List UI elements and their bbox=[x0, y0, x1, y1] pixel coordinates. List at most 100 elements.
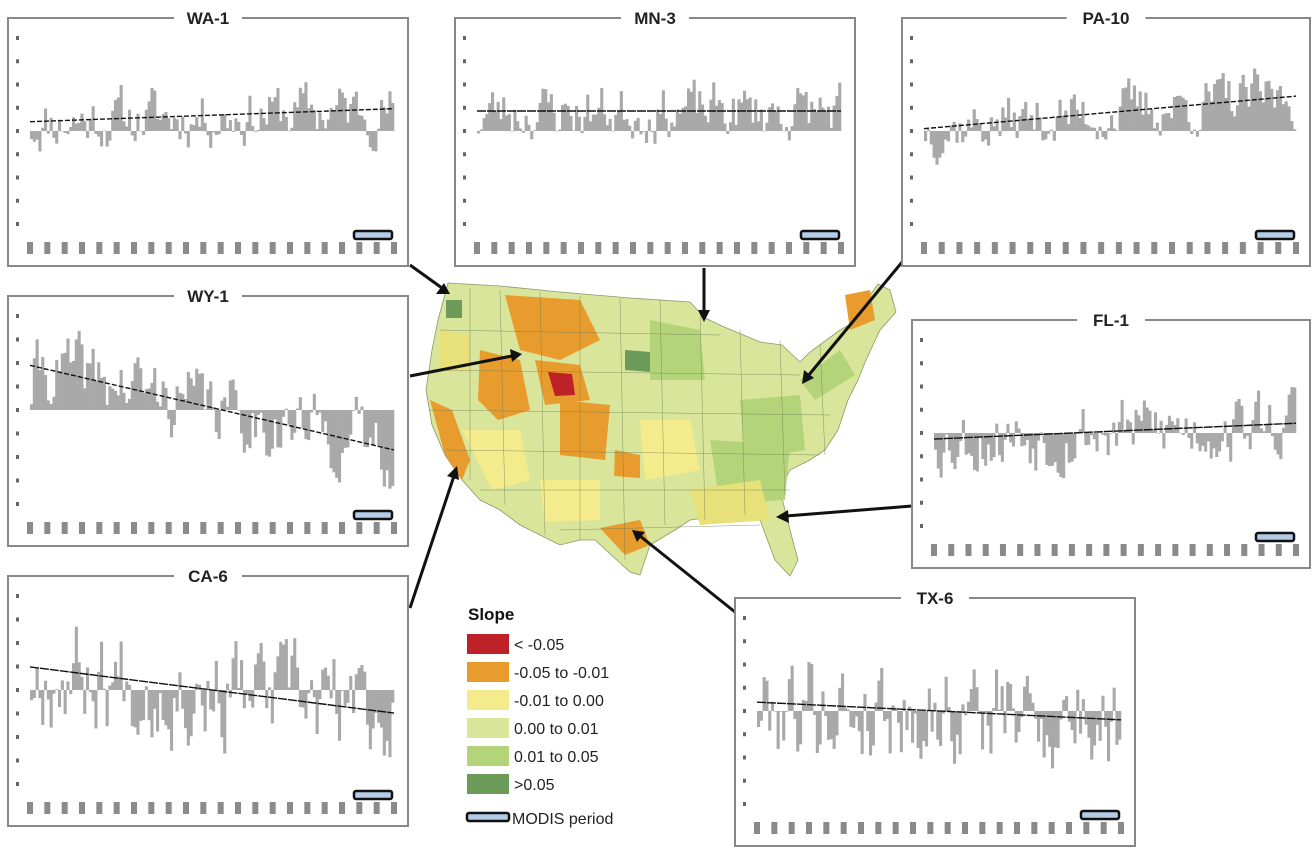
bar bbox=[270, 101, 274, 131]
bar bbox=[1110, 115, 1114, 131]
bar bbox=[279, 641, 283, 690]
bar bbox=[1227, 81, 1231, 131]
bar bbox=[838, 82, 842, 131]
bar bbox=[153, 368, 157, 410]
bar bbox=[1107, 128, 1111, 131]
x-tick bbox=[1293, 544, 1299, 556]
bar bbox=[312, 690, 316, 698]
bar bbox=[262, 118, 266, 131]
bar bbox=[391, 410, 395, 486]
bar bbox=[759, 711, 763, 721]
y-tick bbox=[16, 361, 19, 365]
bar bbox=[547, 102, 551, 131]
bar bbox=[731, 98, 735, 131]
bar bbox=[992, 126, 996, 131]
bar bbox=[776, 106, 780, 131]
x-tick bbox=[979, 822, 986, 834]
bar bbox=[505, 115, 509, 131]
bar bbox=[1135, 106, 1139, 131]
bar bbox=[181, 393, 185, 410]
x-tick bbox=[304, 522, 311, 534]
x-tick bbox=[339, 802, 345, 814]
bar bbox=[961, 131, 965, 143]
bar bbox=[1244, 86, 1248, 131]
bar bbox=[276, 410, 280, 448]
bar bbox=[360, 115, 364, 131]
bar bbox=[642, 131, 646, 132]
y-tick bbox=[910, 129, 913, 133]
x-tick bbox=[1239, 242, 1246, 254]
bar bbox=[268, 410, 272, 457]
map-regions bbox=[430, 290, 875, 555]
bar bbox=[922, 711, 926, 742]
bar bbox=[838, 687, 842, 711]
bar bbox=[175, 386, 179, 410]
bar bbox=[1264, 81, 1268, 131]
bar bbox=[200, 690, 204, 706]
bar bbox=[586, 94, 590, 131]
bar bbox=[72, 117, 76, 131]
bar bbox=[360, 664, 364, 690]
bar bbox=[664, 118, 668, 131]
x-tick bbox=[356, 522, 363, 534]
bar bbox=[268, 687, 272, 690]
y-tick bbox=[920, 407, 923, 412]
bar bbox=[1070, 433, 1074, 462]
bar bbox=[1039, 432, 1043, 433]
bar bbox=[701, 104, 705, 131]
bar bbox=[569, 116, 573, 131]
x-tick bbox=[1133, 242, 1140, 254]
bar bbox=[720, 103, 724, 131]
bar bbox=[284, 408, 288, 410]
bar bbox=[1032, 129, 1036, 131]
x-tick bbox=[823, 822, 830, 834]
bar bbox=[779, 123, 783, 131]
x-tick bbox=[1257, 242, 1264, 254]
legend-modis-label: MODIS period bbox=[512, 811, 613, 828]
bar bbox=[88, 118, 92, 131]
bar bbox=[1127, 78, 1131, 131]
bar bbox=[119, 641, 123, 690]
panel-title-bg bbox=[1066, 8, 1146, 28]
bar bbox=[1176, 418, 1180, 433]
bar bbox=[354, 396, 358, 410]
x-tick bbox=[491, 242, 498, 254]
bar bbox=[647, 119, 651, 131]
bar bbox=[1048, 433, 1052, 467]
bar bbox=[768, 711, 772, 731]
bar bbox=[388, 410, 392, 489]
bar bbox=[1059, 433, 1063, 478]
x-tick bbox=[356, 802, 363, 814]
bar bbox=[1284, 101, 1288, 131]
bar bbox=[888, 711, 892, 754]
bar bbox=[326, 675, 330, 690]
bar bbox=[128, 109, 132, 131]
trend-line bbox=[756, 701, 1122, 721]
bar bbox=[270, 410, 274, 449]
bar bbox=[986, 131, 991, 146]
y-tick bbox=[910, 82, 913, 87]
bar bbox=[108, 131, 112, 141]
bar bbox=[745, 99, 749, 131]
bar bbox=[284, 116, 288, 131]
bar bbox=[1213, 84, 1217, 131]
bar bbox=[989, 117, 993, 131]
bar bbox=[228, 690, 232, 698]
bar bbox=[636, 117, 640, 131]
bar bbox=[1158, 131, 1162, 136]
y-tick bbox=[920, 524, 923, 528]
bar bbox=[1229, 433, 1233, 462]
x-tick bbox=[373, 242, 380, 254]
x-tick bbox=[751, 242, 758, 254]
bar bbox=[975, 119, 979, 131]
bar bbox=[1130, 99, 1134, 131]
bar bbox=[217, 410, 221, 440]
bar bbox=[737, 99, 741, 131]
bar bbox=[715, 105, 719, 131]
bar bbox=[945, 433, 949, 435]
bar bbox=[1293, 387, 1297, 433]
bar bbox=[1009, 127, 1014, 131]
x-tick bbox=[999, 544, 1006, 556]
bar bbox=[566, 105, 570, 131]
bar bbox=[133, 363, 137, 410]
